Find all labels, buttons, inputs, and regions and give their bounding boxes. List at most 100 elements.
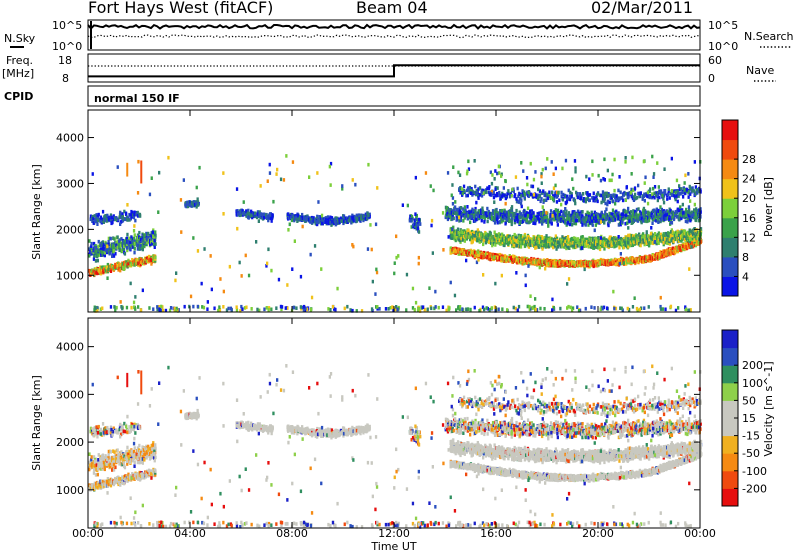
power-cell [107,247,110,251]
power-cell [108,265,111,269]
power-cell [99,247,103,252]
power-cell [237,212,240,217]
power-cell [682,247,685,251]
power-cell [463,251,466,255]
power-cell [114,217,117,222]
power-cell [93,246,97,250]
power-cell [625,258,628,263]
power-cell [583,261,586,266]
power-cell [532,260,535,265]
power-cell [91,268,94,273]
power-cell [469,232,472,237]
power-cell [137,261,140,266]
noise-search-label: N.Search [744,30,794,43]
power-cell [498,255,502,260]
power-cell [326,215,330,219]
power-cell [110,215,113,220]
power-cell [131,245,135,249]
power-cell [595,263,598,268]
power-cell [326,218,329,222]
power-cell [150,262,153,266]
power-cell [102,247,106,251]
power-cell [331,221,334,226]
power-cell [133,233,136,237]
power-cell [411,223,415,228]
power-cell [143,244,146,249]
freq-label-line1: Freq. [6,54,33,67]
power-cell [126,232,129,237]
power-cell [625,256,628,261]
power-cell [89,271,92,275]
power-cell [679,248,682,252]
power-cell [449,249,453,253]
power-cell [118,243,121,247]
power-cell [112,217,115,222]
power-cell [608,259,611,263]
power-cell [184,203,187,208]
power-cell [297,213,300,218]
power-cell [97,271,100,275]
power-cell [151,239,155,243]
power-cell [451,233,454,237]
power-cell [251,215,254,220]
power-cell [98,269,101,273]
power-cell [95,213,98,217]
power-cell [482,242,485,247]
power-cell [307,217,311,222]
power-cell [614,262,618,266]
power-cell [249,214,252,219]
power-cell [94,219,97,224]
power-cell [119,243,123,248]
power-cell [679,246,682,250]
power-cell [133,246,136,251]
power-cell [495,233,498,238]
power-cell [680,247,683,252]
power-cell [92,216,95,221]
power-cell [491,243,494,248]
power-cell [461,230,465,235]
power-cell [492,240,496,244]
power-cell [130,215,133,219]
power-cell [697,241,701,245]
power-cell [256,212,260,216]
power-cell [135,238,138,243]
power-cell [99,265,102,269]
power-cell [463,229,466,233]
power-cell [466,249,469,254]
power-cell [152,242,156,247]
power-cell [136,247,139,251]
power-cell [119,220,123,224]
power-cell [547,261,551,266]
power-cell [343,217,346,221]
cpid-label: CPID [4,90,33,103]
power-cell [129,243,133,248]
power-cell [491,252,494,257]
noise-sky-label: N.Sky [4,32,36,45]
power-cell [101,250,104,255]
power-cell [451,236,454,240]
power-cell [124,217,127,222]
power-cell [417,230,421,234]
power-cell [671,246,675,251]
power-cell [586,260,589,265]
power-cell [324,220,327,224]
power-cell [457,231,460,235]
power-cell [497,255,500,260]
power-cell [118,248,121,252]
power-cell [121,262,124,266]
power-cell [293,218,296,223]
power-cell [286,212,290,216]
power-cell [520,259,523,263]
power-cell [92,221,95,225]
power-cell [107,242,110,247]
power-cell [115,265,118,269]
power-cell [96,218,100,223]
power-cell [184,201,187,206]
power-cell [89,217,92,222]
power-cell [258,210,261,214]
power-cell [130,262,133,266]
power-cell [312,216,315,220]
power-cell [477,253,480,258]
power-cell [486,237,489,242]
power-cell [150,260,153,264]
